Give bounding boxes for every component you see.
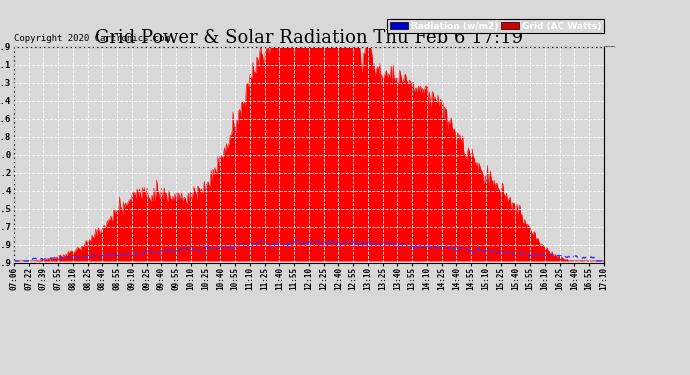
Title: Grid Power & Solar Radiation Thu Feb 6 17:19: Grid Power & Solar Radiation Thu Feb 6 1… (95, 29, 523, 47)
Legend: Radiation (w/m2), Grid (AC Watts): Radiation (w/m2), Grid (AC Watts) (388, 19, 604, 33)
Text: Radiation (w/m2): Radiation (w/m2) (604, 46, 615, 47)
Text: Copyright 2020 Cartronics.com: Copyright 2020 Cartronics.com (14, 34, 170, 43)
Text: Grid (AC Watts): Grid (AC Watts) (604, 46, 615, 47)
